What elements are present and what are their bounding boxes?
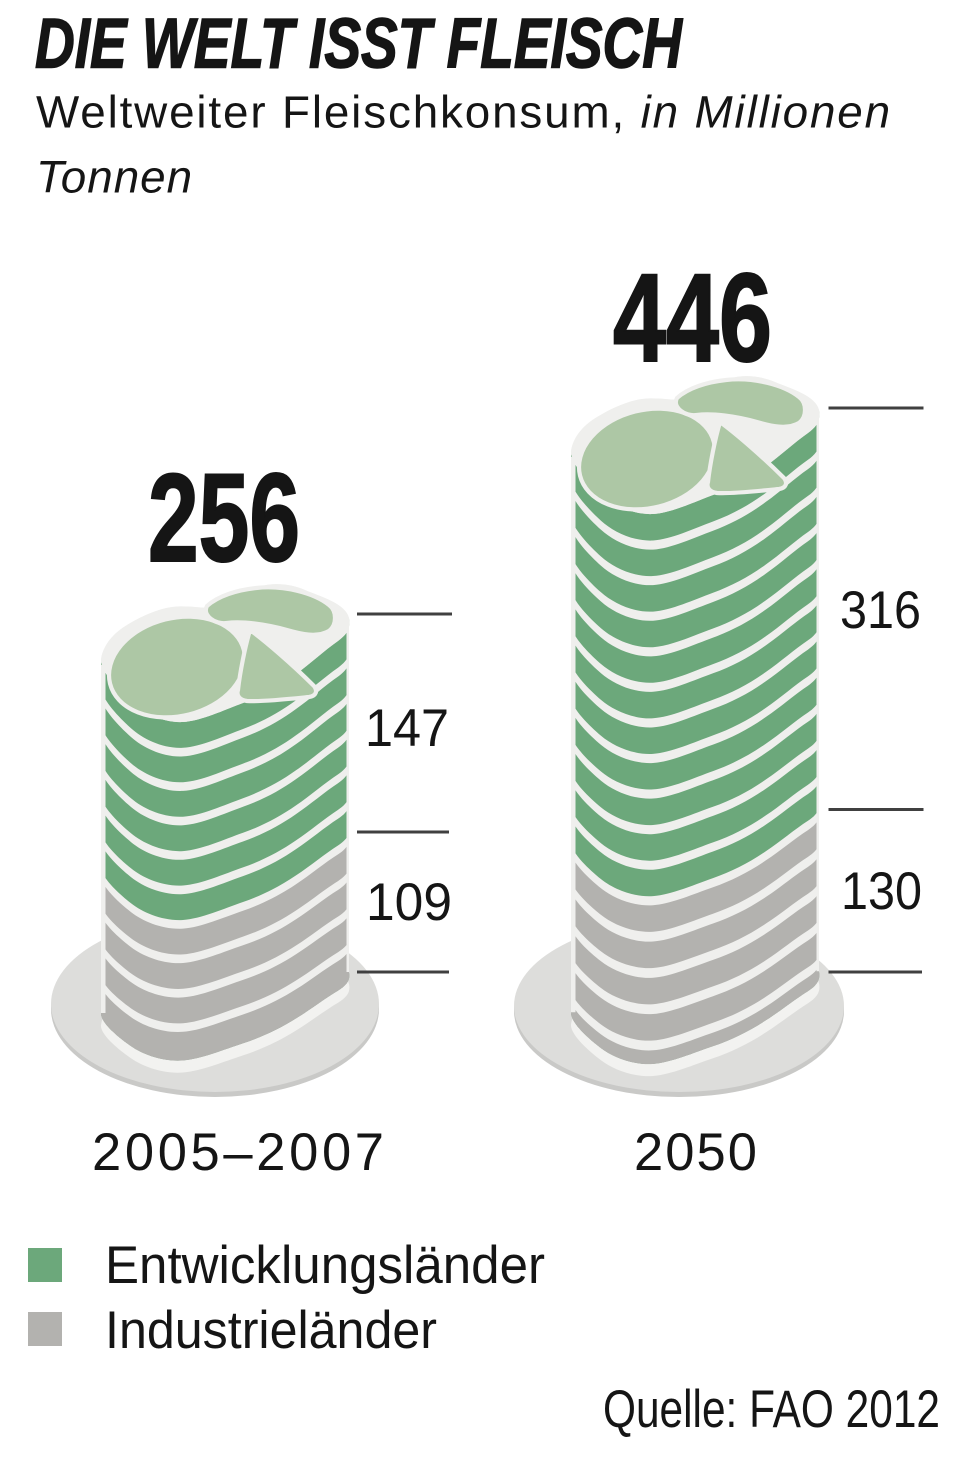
svg-text:446: 446 [613, 249, 772, 388]
svg-text:316: 316 [840, 581, 921, 640]
svg-text:109: 109 [366, 873, 452, 932]
svg-text:147: 147 [365, 699, 449, 758]
svg-text:2005–2007: 2005–2007 [92, 1123, 384, 1182]
svg-text:Industrieländer: Industrieländer [105, 1301, 437, 1360]
svg-text:256: 256 [148, 449, 300, 588]
svg-text:Entwicklungsländer: Entwicklungsländer [105, 1236, 545, 1295]
svg-text:Quelle: FAO 2012: Quelle: FAO 2012 [603, 1380, 940, 1439]
svg-text:Tonnen: Tonnen [36, 152, 193, 203]
svg-text:Weltweiter Fleischkonsum, in M: Weltweiter Fleischkonsum, in Millionen [36, 87, 892, 138]
svg-text:DIE WELT ISST FLEISCH: DIE WELT ISST FLEISCH [35, 4, 684, 83]
svg-text:130: 130 [841, 862, 922, 921]
